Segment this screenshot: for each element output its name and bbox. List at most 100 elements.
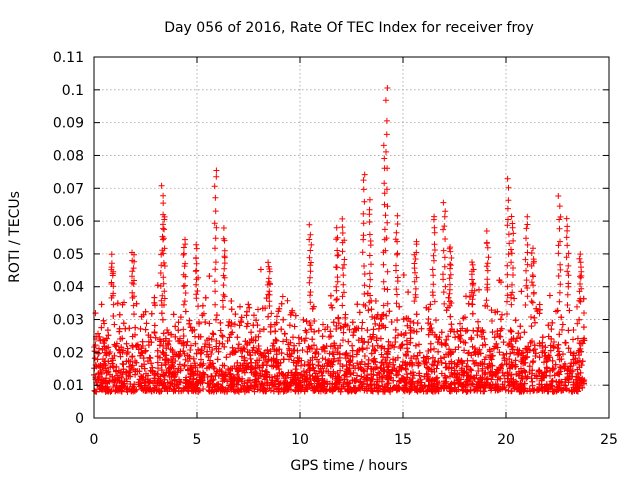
data-point	[135, 341, 141, 348]
data-point	[543, 358, 550, 365]
data-point	[328, 302, 335, 309]
data-point	[237, 318, 244, 325]
data-point	[499, 311, 505, 318]
data-point	[148, 310, 155, 317]
data-point	[92, 310, 99, 317]
data-point	[407, 327, 414, 334]
data-point	[141, 384, 148, 391]
data-point	[327, 372, 334, 379]
data-point	[188, 365, 195, 371]
data-point	[118, 383, 125, 390]
data-point	[566, 307, 573, 314]
data-point	[501, 384, 508, 391]
data-point	[375, 382, 382, 389]
data-point	[431, 369, 438, 375]
data-point	[288, 350, 295, 357]
data-point	[536, 301, 543, 308]
data-point	[323, 343, 330, 349]
data-point	[154, 282, 161, 289]
data-point	[574, 366, 581, 373]
data-point	[209, 347, 216, 353]
data-point	[104, 327, 111, 334]
data-point	[198, 356, 204, 363]
data-point	[577, 345, 584, 352]
data-point	[570, 327, 577, 333]
data-point	[393, 367, 400, 374]
data-point	[376, 322, 383, 329]
data-point	[542, 344, 549, 351]
data-point	[468, 352, 475, 359]
data-point	[489, 318, 495, 324]
data-point	[327, 292, 334, 299]
data-point	[461, 347, 468, 354]
data-point	[435, 386, 442, 393]
data-point	[277, 379, 284, 386]
data-point	[425, 378, 432, 384]
data-point	[291, 347, 298, 354]
data-point	[384, 376, 391, 383]
data-point	[324, 324, 331, 330]
data-point	[541, 359, 547, 366]
data-point	[470, 327, 477, 334]
data-point	[97, 337, 104, 344]
data-point	[117, 353, 124, 360]
data-point	[338, 325, 344, 332]
data-point	[250, 322, 257, 329]
data-point	[161, 357, 168, 364]
data-point	[116, 328, 123, 335]
data-point	[276, 305, 283, 312]
data-point	[555, 379, 562, 386]
data-point	[468, 336, 475, 343]
data-point	[487, 384, 494, 391]
data-point	[346, 326, 353, 333]
data-point	[268, 310, 275, 317]
data-point	[483, 354, 489, 360]
data-point	[189, 327, 196, 334]
data-point	[223, 354, 230, 361]
data-point	[576, 316, 583, 323]
data-point	[364, 327, 371, 334]
data-point	[394, 371, 401, 378]
data-point	[275, 308, 282, 315]
data-point	[308, 380, 315, 387]
data-point	[221, 343, 228, 350]
data-point	[311, 367, 318, 374]
data-point	[315, 359, 322, 365]
data-point	[447, 313, 454, 320]
data-point	[330, 319, 337, 326]
data-point	[418, 325, 425, 332]
data-point	[280, 388, 287, 395]
data-point	[443, 336, 450, 343]
data-point	[423, 353, 430, 360]
data-point	[154, 359, 161, 366]
data-point	[307, 322, 314, 329]
data-point	[479, 365, 486, 372]
data-point	[369, 343, 376, 349]
data-point	[447, 328, 454, 335]
data-point	[563, 386, 570, 393]
data-point	[462, 328, 469, 335]
data-point	[477, 350, 484, 357]
data-point	[116, 378, 123, 385]
data-point	[443, 375, 450, 381]
data-point	[309, 336, 316, 343]
data-point	[103, 350, 110, 356]
data-point	[493, 340, 500, 347]
data-point	[457, 332, 464, 339]
data-point	[354, 360, 361, 367]
data-point	[511, 349, 518, 356]
data-point	[252, 360, 259, 366]
data-point	[306, 372, 313, 378]
data-point	[135, 346, 142, 353]
data-point	[558, 314, 565, 321]
data-point	[273, 351, 280, 358]
data-point	[358, 373, 365, 380]
data-point	[469, 310, 476, 317]
data-point	[180, 348, 187, 355]
data-point	[504, 311, 510, 317]
data-point	[387, 342, 394, 348]
data-point	[208, 336, 215, 343]
data-point	[513, 363, 519, 370]
data-point	[512, 317, 519, 324]
data-point	[271, 346, 278, 353]
